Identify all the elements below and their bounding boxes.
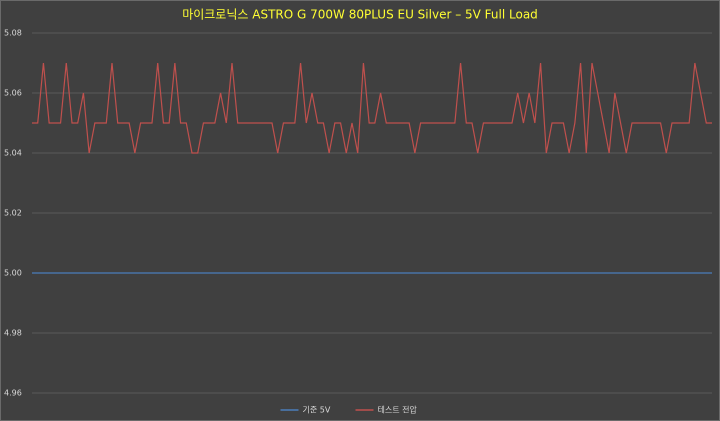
y-tick-label: 5.06 — [4, 89, 22, 98]
y-tick-label: 5.02 — [4, 209, 22, 218]
y-tick-label: 5.04 — [4, 149, 22, 158]
data-line — [32, 62, 712, 154]
legend-label: 기준 5V — [303, 406, 331, 415]
y-tick-label: 5.08 — [4, 29, 22, 38]
chart-title: 마이크로닉스 ASTRO G 700W 80PLUS EU Silver – 5… — [182, 8, 538, 22]
y-tick-label: 4.96 — [4, 389, 22, 398]
y-tick-label: 4.98 — [4, 329, 22, 338]
y-tick-label: 5.00 — [4, 269, 22, 278]
legend-label: 테스트 전압 — [378, 405, 418, 415]
